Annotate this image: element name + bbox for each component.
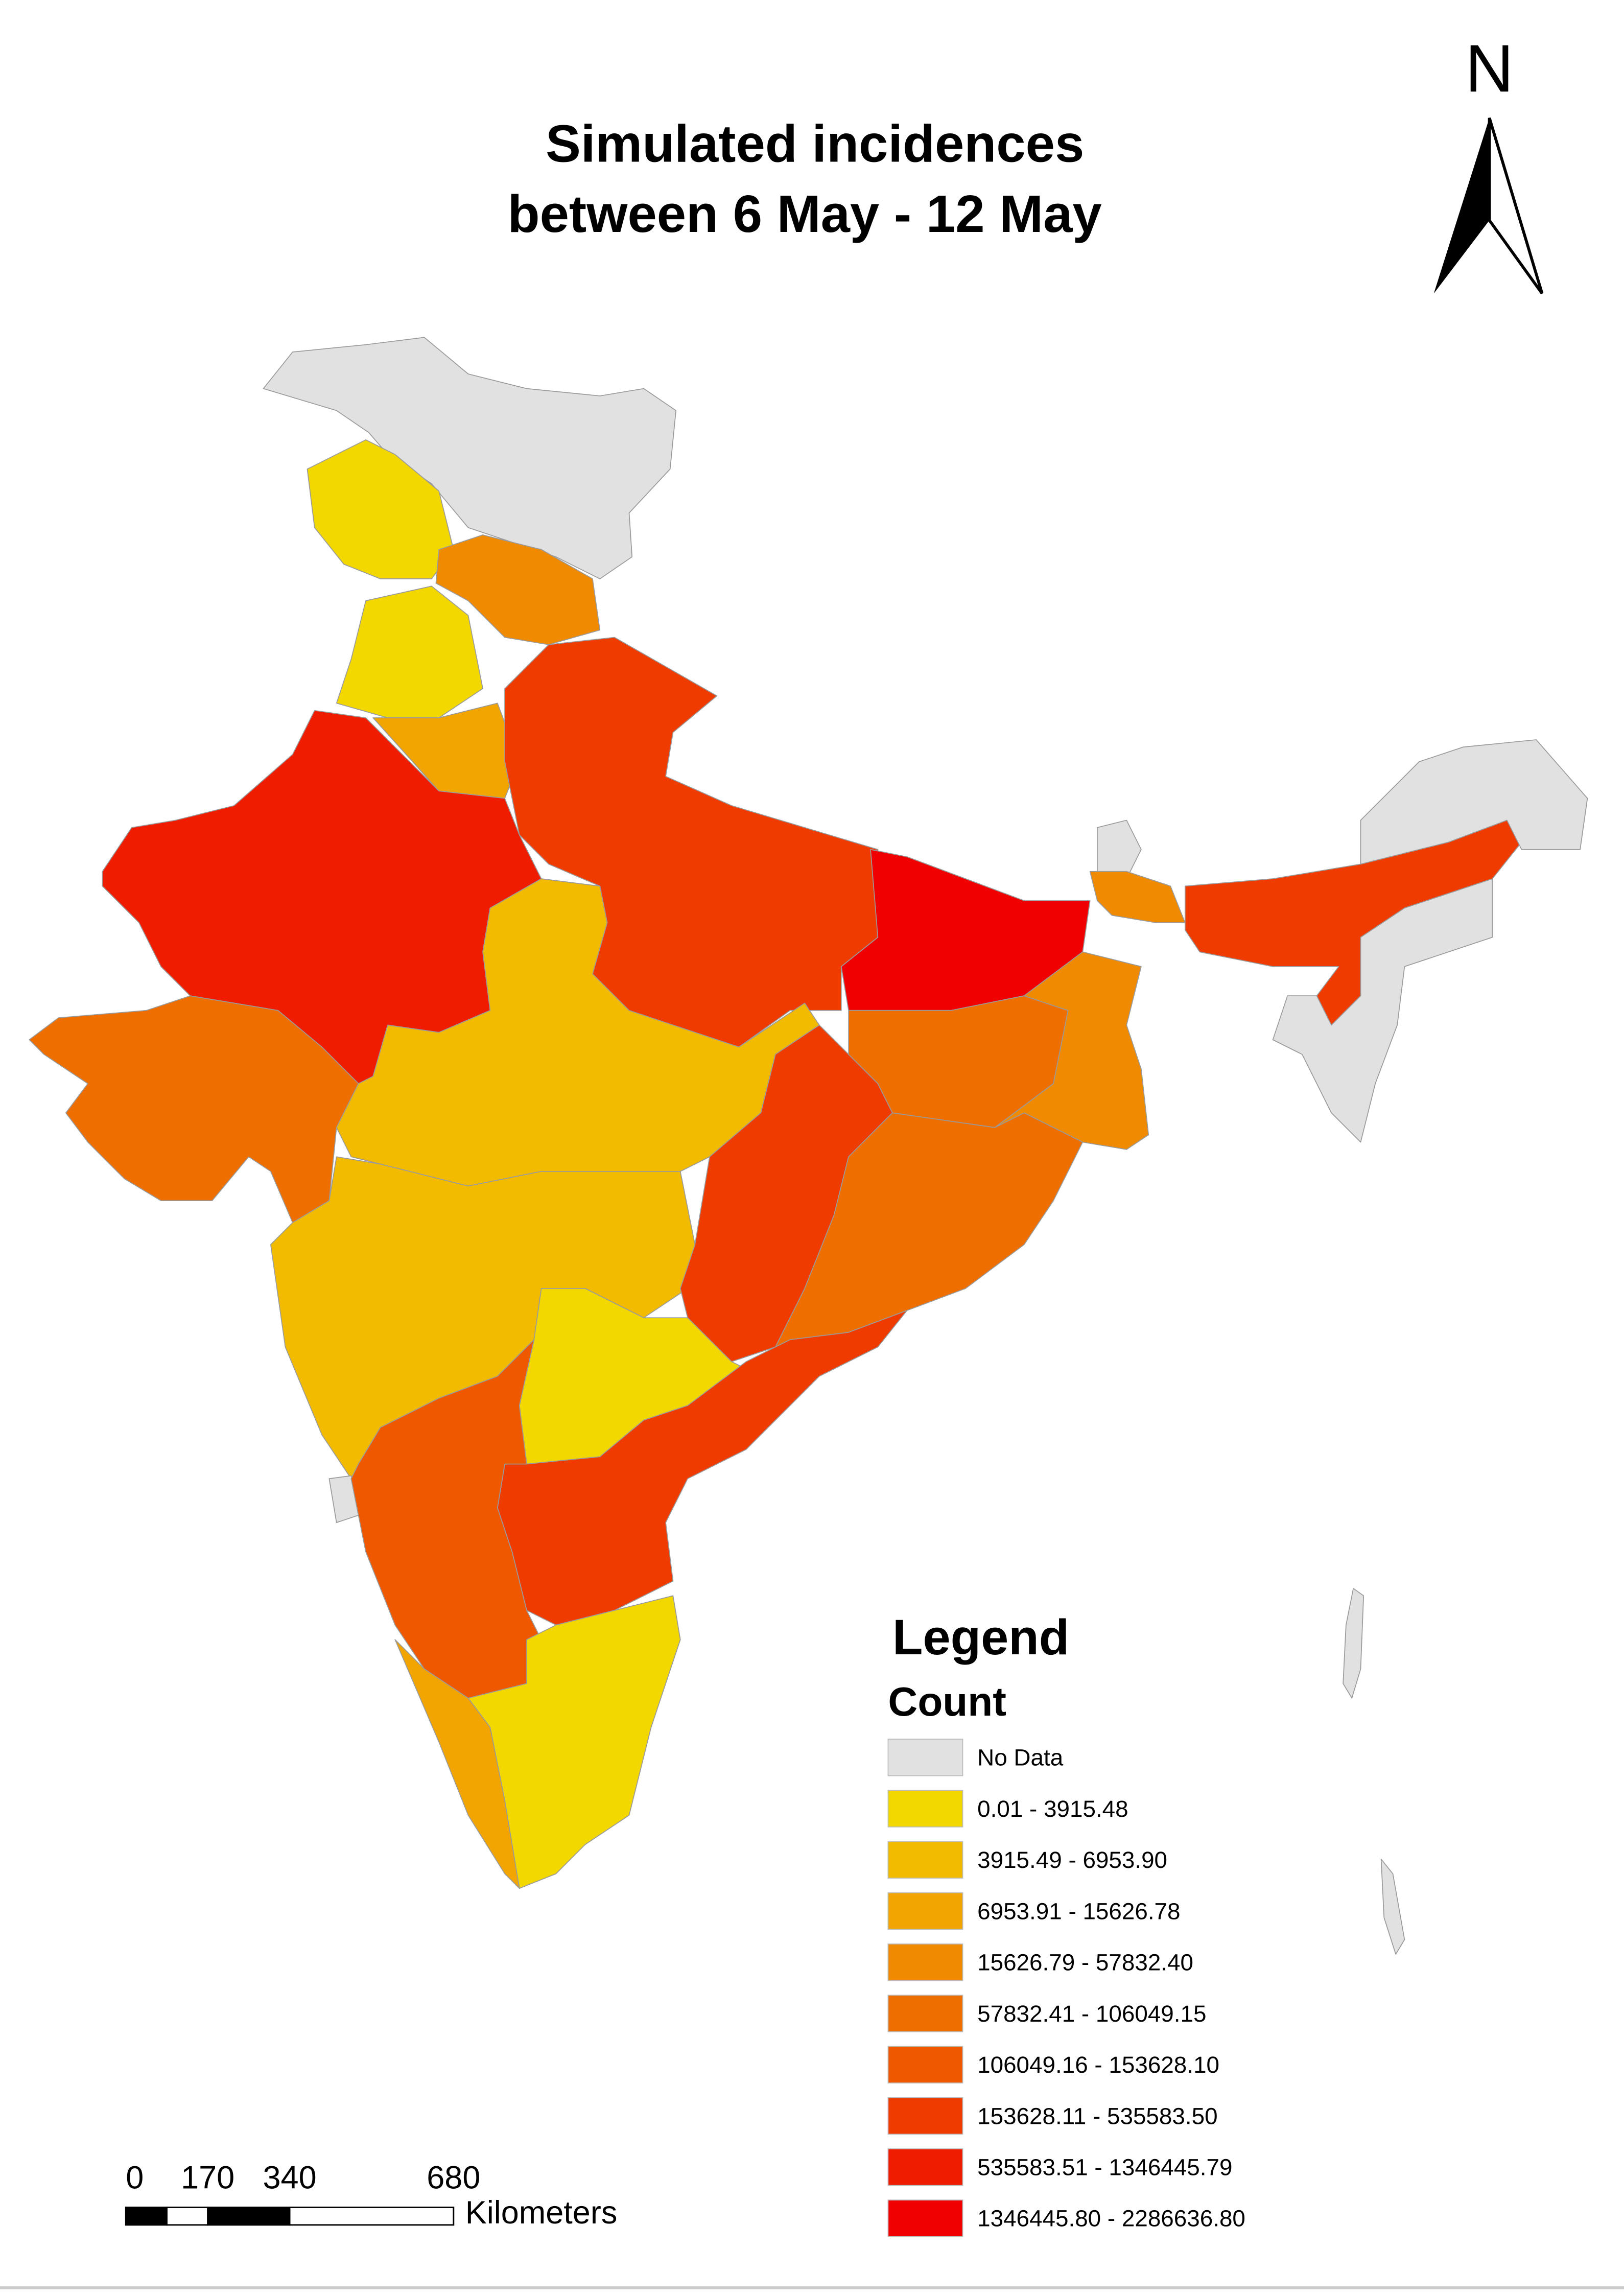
legend-label: 1346445.80 - 2286636.80 — [977, 2206, 1245, 2232]
region — [497, 1310, 908, 1626]
legend-swatch — [887, 1995, 963, 2032]
legend-label: 6953.91 - 15626.78 — [977, 1898, 1180, 1924]
legend-label: 0.01 - 3915.48 — [977, 1796, 1128, 1822]
region — [29, 995, 359, 1223]
scale-tick-label: 340 — [263, 2160, 317, 2195]
legend-swatch — [887, 1790, 963, 1828]
region — [775, 1112, 1084, 1348]
region — [1272, 878, 1493, 1143]
scale-unit: Kilometers — [465, 2195, 618, 2231]
legend-title: Legend — [892, 1609, 1069, 1665]
scale-segment — [166, 2207, 209, 2226]
legend-label: 153628.11 - 535583.50 — [977, 2103, 1217, 2129]
legend-label: No Data — [977, 1745, 1064, 1771]
legend-subtitle: Count — [888, 1678, 1006, 1724]
legend-label: 57832.41 - 106049.15 — [977, 2001, 1206, 2027]
region — [1097, 819, 1142, 879]
north-label: N — [1465, 31, 1514, 106]
scale-tick-label: 680 — [427, 2160, 480, 2195]
legend-label: 3915.49 - 6953.90 — [977, 1847, 1167, 1873]
legend-label: 535583.51 - 1346445.79 — [977, 2154, 1232, 2181]
legend-swatch — [887, 2046, 963, 2083]
region — [1380, 1859, 1405, 1955]
legend-swatch — [887, 1892, 963, 1930]
scale-segment — [289, 2207, 455, 2226]
legend: No Data 0.01 - 3915.48 3915.49 - 6953.90 69… — [887, 1739, 1245, 2237]
legend-swatch — [887, 1739, 963, 1776]
scale-segment — [207, 2207, 291, 2226]
region — [435, 534, 601, 645]
legend-label: 15626.79 - 57832.40 — [977, 1950, 1193, 1976]
regions — [29, 337, 1588, 1955]
legend-swatch — [887, 2097, 963, 2135]
legend-swatch — [887, 1841, 963, 1879]
region — [1089, 871, 1186, 923]
region — [1343, 1588, 1364, 1699]
region — [1360, 739, 1588, 865]
scale-segment — [125, 2207, 168, 2226]
scale-tick-label: 0 — [126, 2160, 144, 2195]
legend-swatch — [887, 2148, 963, 2186]
region — [394, 1639, 520, 1889]
legend-label: 106049.16 - 153628.10 — [977, 2052, 1219, 2078]
north-arrow — [1433, 117, 1544, 295]
legend-swatch — [887, 1943, 963, 1981]
legend-swatch — [887, 2199, 963, 2237]
scale-tick-label: 170 — [181, 2160, 234, 2195]
title-line: between 6 May - 12 May — [508, 184, 1102, 243]
region — [504, 637, 879, 1048]
title-line: Simulated incidences — [546, 114, 1084, 173]
